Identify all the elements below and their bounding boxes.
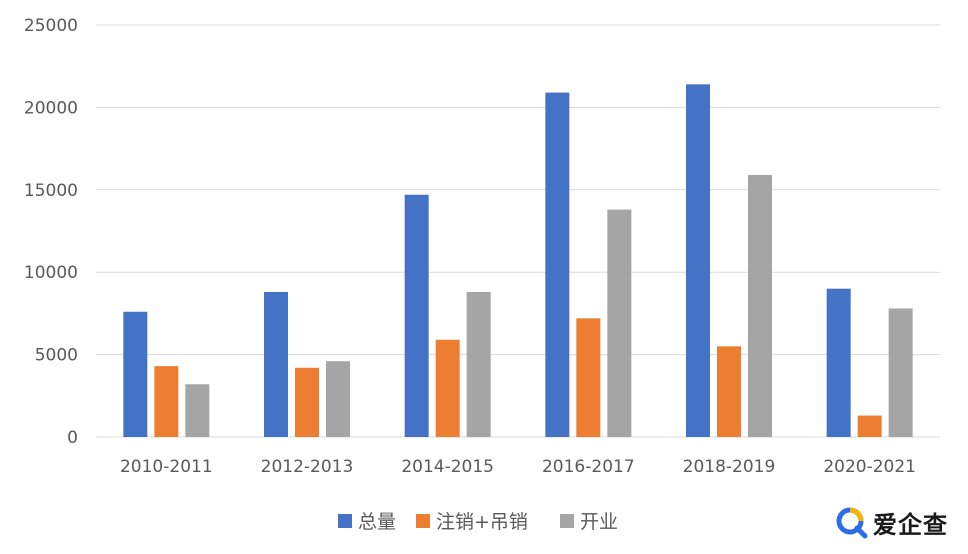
bar — [154, 366, 179, 437]
bar — [295, 367, 319, 437]
bar — [123, 311, 148, 437]
bar — [857, 415, 882, 437]
bar — [686, 84, 710, 437]
legend-swatch — [416, 514, 430, 528]
bar — [717, 346, 741, 437]
watermark: 爱企查 — [835, 505, 948, 540]
gridlines — [96, 24, 940, 438]
bar — [264, 291, 288, 437]
magnifier-logo-icon — [836, 507, 868, 538]
bar — [888, 308, 913, 437]
x-tick-label: 2014-2015 — [401, 457, 494, 477]
y-tick-label: 25000 — [24, 16, 78, 36]
bar — [826, 288, 851, 437]
y-axis-ticks: 0 5000 10000 15000 20000 25000 — [24, 16, 78, 448]
x-tick-label: 2020-2021 — [823, 457, 916, 477]
legend-swatch — [338, 514, 352, 528]
x-tick-label: 2018-2019 — [683, 457, 776, 477]
y-tick-label: 15000 — [24, 181, 78, 201]
bar — [435, 339, 460, 437]
y-tick-label: 5000 — [35, 346, 78, 366]
y-tick-label: 0 — [67, 428, 78, 448]
legend: 总量 注销+吊销 开业 — [338, 511, 618, 533]
bar — [404, 194, 429, 437]
y-tick-label: 20000 — [24, 98, 78, 118]
legend-label: 注销+吊销 — [436, 511, 528, 533]
bar — [748, 174, 772, 437]
bar — [185, 384, 210, 437]
y-tick-label: 10000 — [24, 263, 78, 283]
x-tick-label: 2012-2013 — [261, 457, 354, 477]
x-axis-ticks: 2010-2011 2012-2013 2014-2015 2016-2017 2018… — [120, 457, 916, 477]
bars — [123, 84, 913, 438]
x-tick-label: 2010-2011 — [120, 457, 213, 477]
bar — [545, 92, 570, 438]
legend-label: 总量 — [358, 511, 396, 533]
x-tick-label: 2016-2017 — [542, 457, 635, 477]
bar — [576, 318, 601, 437]
watermark-text: 爱企查 — [873, 511, 948, 539]
legend-label: 开业 — [580, 511, 618, 533]
bar — [326, 361, 350, 437]
legend-swatch — [560, 514, 574, 528]
bar — [607, 209, 632, 437]
bar — [466, 291, 491, 437]
